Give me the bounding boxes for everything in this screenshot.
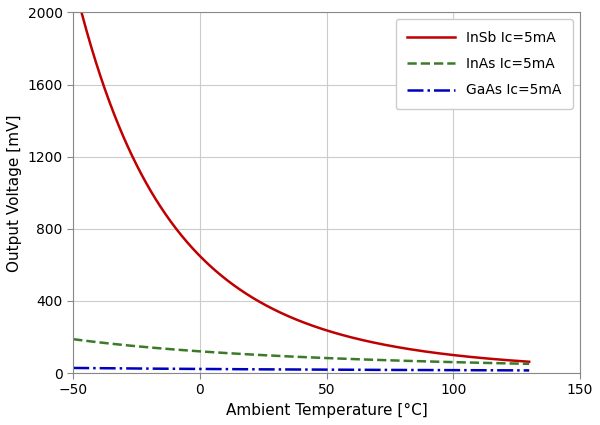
GaAs Ic=5mA	[289, 367, 296, 372]
InSb Ic=5mA	[289, 315, 296, 320]
Legend: InSb Ic=5mA, InAs Ic=5mA, GaAs Ic=5mA: InSb Ic=5mA, InAs Ic=5mA, GaAs Ic=5mA	[395, 20, 573, 109]
InAs Ic=5mA	[286, 354, 293, 359]
InSb Ic=5mA	[515, 358, 522, 363]
InAs Ic=5mA	[316, 355, 323, 360]
InAs Ic=5mA	[515, 361, 522, 366]
GaAs Ic=5mA	[286, 367, 293, 372]
InSb Ic=5mA	[286, 314, 293, 319]
InSb Ic=5mA	[341, 333, 348, 338]
InAs Ic=5mA	[526, 361, 533, 366]
GaAs Ic=5mA	[515, 368, 522, 373]
GaAs Ic=5mA	[443, 368, 451, 373]
GaAs Ic=5mA	[341, 367, 348, 372]
InAs Ic=5mA	[443, 360, 451, 365]
Line: InAs Ic=5mA: InAs Ic=5mA	[73, 339, 529, 364]
GaAs Ic=5mA	[316, 367, 323, 372]
InSb Ic=5mA	[526, 359, 533, 364]
Line: GaAs Ic=5mA: GaAs Ic=5mA	[73, 368, 529, 371]
InAs Ic=5mA	[289, 354, 296, 359]
InAs Ic=5mA	[70, 337, 77, 342]
InSb Ic=5mA	[316, 326, 323, 331]
X-axis label: Ambient Temperature [°C]: Ambient Temperature [°C]	[226, 403, 427, 418]
InSb Ic=5mA	[443, 352, 451, 357]
Line: InSb Ic=5mA: InSb Ic=5mA	[73, 0, 529, 362]
GaAs Ic=5mA	[526, 368, 533, 373]
Y-axis label: Output Voltage [mV]: Output Voltage [mV]	[7, 114, 22, 272]
InAs Ic=5mA	[341, 356, 348, 361]
GaAs Ic=5mA	[70, 366, 77, 371]
